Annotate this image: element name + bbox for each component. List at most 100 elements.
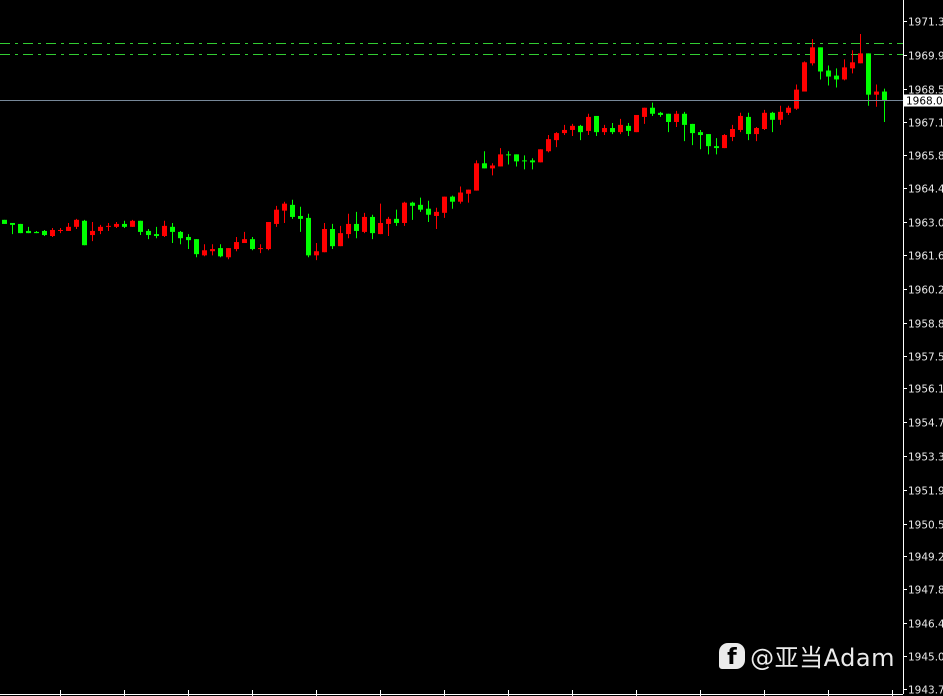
candle-body — [634, 114, 639, 133]
candle-body — [314, 251, 319, 256]
candle-body — [210, 249, 215, 252]
candle-body — [186, 236, 191, 241]
price-tick-label: 1945.05 — [908, 652, 943, 664]
candle — [546, 135, 551, 153]
candle — [58, 228, 63, 234]
candle — [602, 124, 607, 136]
candle-body — [258, 248, 263, 250]
candle-body — [10, 222, 15, 225]
candle — [730, 124, 735, 142]
candle — [162, 220, 167, 237]
candle — [578, 124, 583, 141]
price-tick-label: 1946.45 — [908, 619, 943, 631]
candle-body — [226, 248, 231, 258]
candle-body — [754, 128, 759, 135]
candle-body — [106, 225, 111, 227]
candle-body — [274, 209, 279, 224]
candle — [242, 231, 247, 244]
candle — [42, 229, 47, 237]
candle — [282, 201, 287, 223]
candle — [74, 218, 79, 230]
candle-body — [842, 67, 847, 80]
candle-body — [114, 223, 119, 227]
candle — [2, 219, 7, 224]
price-tick-label: 1967.15 — [908, 118, 943, 130]
candle — [770, 111, 775, 133]
candle-body — [442, 196, 447, 213]
candle-body — [562, 129, 567, 134]
candle — [146, 229, 151, 240]
candle — [530, 158, 535, 170]
candle-body — [394, 218, 399, 223]
candle — [290, 199, 295, 219]
candle-body — [66, 226, 71, 231]
price-tick-label: 1964.45 — [908, 184, 943, 196]
candle-body — [90, 230, 95, 236]
candle-body — [242, 239, 247, 244]
price-tick-label: 1958.85 — [908, 319, 943, 331]
candle — [114, 222, 119, 229]
price-axis[interactable]: 1971.35 1969.95 1968.55 1967.15 1965.80 1964.… — [903, 17, 943, 696]
candle-body — [570, 125, 575, 130]
candle-body — [474, 163, 479, 191]
candle-body — [706, 134, 711, 147]
candle — [810, 39, 815, 66]
candle-body — [202, 250, 207, 256]
current-price-tag-bg — [904, 94, 943, 107]
candle — [250, 236, 255, 251]
candle-body — [146, 230, 151, 236]
candle-body — [138, 220, 143, 232]
candle-body — [434, 211, 439, 216]
candle-body — [250, 239, 255, 250]
candle-body — [674, 113, 679, 122]
candle-body — [722, 135, 727, 149]
candle-body — [658, 112, 663, 115]
candle — [106, 222, 111, 231]
candle-body — [162, 225, 167, 237]
candle-body — [594, 115, 599, 133]
candle — [826, 65, 831, 86]
candle — [122, 220, 127, 229]
candle — [570, 123, 575, 136]
candle-body — [690, 123, 695, 134]
candle — [834, 68, 839, 88]
price-tick-label: 1969.95 — [908, 51, 943, 63]
candle — [378, 203, 383, 235]
candles — [2, 34, 887, 261]
candle — [738, 112, 743, 133]
candle — [34, 230, 39, 234]
candle — [258, 244, 263, 254]
candle — [690, 123, 695, 146]
candle — [554, 132, 559, 148]
candle-body — [626, 125, 631, 131]
candle-body — [354, 223, 359, 231]
candle — [698, 129, 703, 150]
facebook-icon: f — [719, 642, 746, 669]
candle — [98, 224, 103, 235]
candle-body — [498, 154, 503, 167]
candle-body — [522, 160, 527, 162]
candle — [82, 219, 87, 246]
candle-body — [330, 229, 335, 247]
candle — [274, 205, 279, 227]
candle-body — [298, 215, 303, 219]
candle — [434, 207, 439, 230]
candle — [322, 222, 327, 253]
price-tick-label: 1960.25 — [908, 285, 943, 297]
candle-body — [362, 216, 367, 232]
candle-body — [786, 107, 791, 113]
candle-body — [34, 231, 39, 234]
candle-body — [794, 89, 799, 109]
candle — [522, 155, 527, 170]
candle-body — [666, 113, 671, 122]
candle — [138, 220, 143, 236]
candle-body — [466, 189, 471, 194]
candle-body — [42, 230, 47, 236]
candle — [402, 201, 407, 226]
candle — [18, 223, 23, 234]
candle — [354, 211, 359, 239]
candle — [474, 160, 479, 191]
candle-body — [762, 112, 767, 129]
candle — [442, 196, 447, 218]
